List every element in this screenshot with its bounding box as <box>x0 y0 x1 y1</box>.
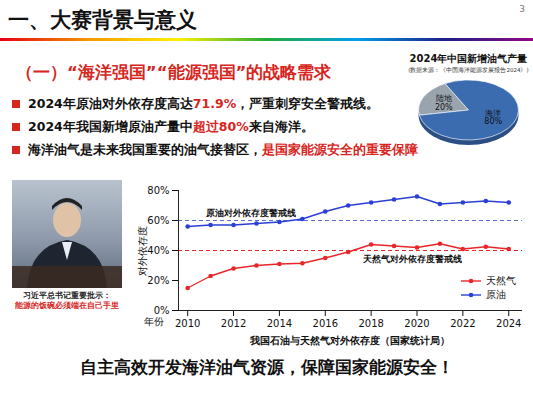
html-text:2024年中国新增油气产量: 2024年中国新增油气产量 <box>409 53 528 64</box>
html-text:一、大赛背景与意义: 一、大赛背景与意义 <box>8 8 197 32</box>
svg-text:2020: 2020 <box>404 318 429 329</box>
html-text:自主高效开发海洋油气资源，保障国家能源安全！: 自主高效开发海洋油气资源，保障国家能源安全！ <box>79 357 454 377</box>
svg-text:2016: 2016 <box>313 318 338 329</box>
html-text:3: 3 <box>519 4 525 14</box>
svg-text:2010: 2010 <box>175 318 200 329</box>
svg-text:2018: 2018 <box>358 318 383 329</box>
svg-text:0%: 0% <box>154 305 170 316</box>
svg-text:2012: 2012 <box>221 318 246 329</box>
html-text:能源的饭碗必须端在自己手里: 能源的饭碗必须端在自己手里 <box>15 301 119 310</box>
svg-text:2014: 2014 <box>267 318 292 329</box>
svg-text:对外依存度: 对外依存度 <box>137 226 148 276</box>
svg-text:2024: 2024 <box>496 318 521 329</box>
svg-text:原油对外依存度警戒线: 原油对外依存度警戒线 <box>205 208 296 218</box>
svg-text:海洋80%: 海洋80% <box>484 109 502 127</box>
svg-text:20%: 20% <box>147 275 169 286</box>
html-text:2024年我国新增原油产量中超过80%来自海洋。: 2024年我国新增原油产量中超过80%来自海洋。 <box>28 119 314 134</box>
svg-text:40%: 40% <box>147 245 169 256</box>
html-text:（一）“海洋强国”“能源强国”的战略需求: （一）“海洋强国”“能源强国”的战略需求 <box>16 63 332 82</box>
svg-text:60%: 60% <box>147 215 169 226</box>
html-text:2024年原油对外依存度高达71.9%，严重刺穿安全警戒线。: 2024年原油对外依存度高达71.9%，严重刺穿安全警戒线。 <box>28 96 380 111</box>
html-text:(数据来源：《中国海洋能源发展报告2024》): (数据来源：《中国海洋能源发展报告2024》) <box>408 67 529 73</box>
svg-text:天然气对外依存度警戒线: 天然气对外依存度警戒线 <box>362 254 462 264</box>
html-text:习近平总书记重要批示：: 习近平总书记重要批示： <box>23 291 111 300</box>
html-text:天然气: 天然气 <box>486 275 516 286</box>
svg-text:80%: 80% <box>147 185 169 196</box>
svg-text:2022: 2022 <box>450 318 475 329</box>
html-text:我国石油与天然气对外依存度（国家统计局）: 我国石油与天然气对外依存度（国家统计局） <box>250 335 450 346</box>
html-text:年份: 年份 <box>144 316 164 327</box>
svg-text:陆地20%: 陆地20% <box>435 94 453 112</box>
html-text:原油: 原油 <box>486 289 506 300</box>
html-text:海洋油气是未来我国重要的油气接替区，是国家能源安全的重要保障: 海洋油气是未来我国重要的油气接替区，是国家能源安全的重要保障 <box>28 142 418 157</box>
